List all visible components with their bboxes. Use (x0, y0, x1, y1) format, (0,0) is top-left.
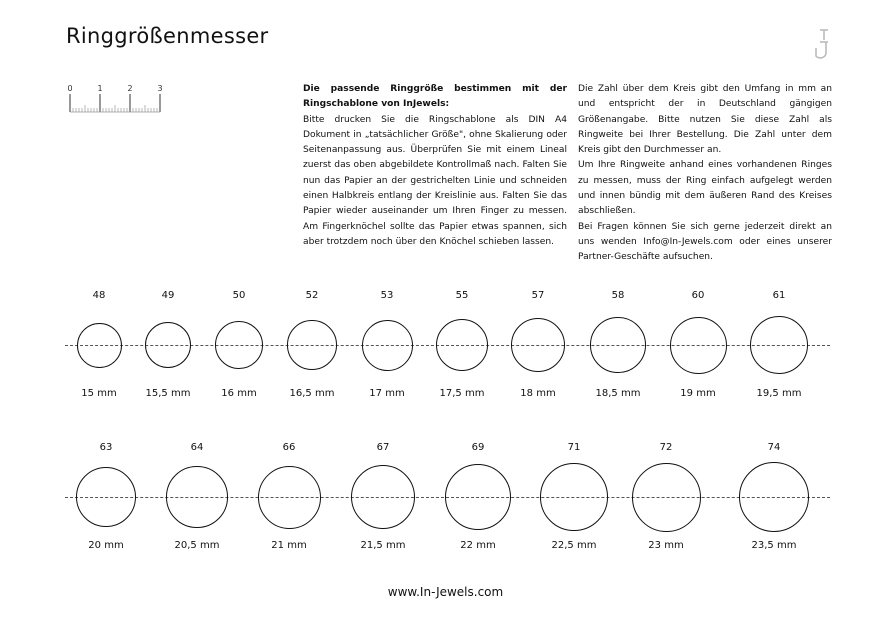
ring-size-label: 60 (691, 290, 705, 301)
ring-circle-72 (631, 462, 701, 532)
instructions-heading: Die passende Ringgröße bestimmen mit der… (303, 84, 567, 110)
ring-size-label: 58 (611, 290, 625, 301)
ring-diameter-label: 17,5 mm (439, 388, 485, 399)
ring-size-label: 61 (772, 290, 786, 301)
info-paragraph: Um Ihre Ringweite anhand eines vorhanden… (578, 160, 832, 217)
ring-circle-49 (144, 321, 192, 369)
page-title: Ringgrößenmesser (66, 24, 269, 48)
ring-size-label: 71 (567, 442, 581, 453)
ruler-label: 1 (97, 84, 102, 93)
ring-circle-50 (215, 321, 263, 369)
ring-circle-52 (287, 320, 337, 370)
injewels-logo (815, 29, 828, 59)
ring-diameter-label: 22,5 mm (551, 540, 597, 551)
ring-circle-53 (361, 319, 413, 371)
ring-circle-64 (166, 466, 228, 528)
ring-circle-61 (749, 315, 809, 375)
ring-size-label: 66 (282, 442, 296, 453)
ring-diameter-label: 15 mm (81, 388, 117, 399)
ring-diameter-label: 20,5 mm (174, 540, 220, 551)
ring-size-label: 72 (659, 442, 673, 453)
ring-diameter-label: 22 mm (460, 540, 496, 551)
ring-size-label: 53 (380, 290, 394, 301)
info-column: Die Zahl über dem Kreis gibt den Umfang … (578, 82, 832, 266)
ring-size-label: 52 (305, 290, 319, 301)
ring-circle-48 (76, 322, 122, 368)
ring-diameter-label: 21,5 mm (360, 540, 406, 551)
ruler-label: 0 (67, 84, 72, 93)
ring-diameter-label: 16 mm (221, 388, 257, 399)
info-paragraph: Die Zahl über dem Kreis gibt den Umfang … (578, 84, 832, 156)
ring-size-label: 74 (767, 442, 781, 453)
ring-circle-55 (435, 318, 489, 372)
info-paragraph: Bei Fragen können Sie sich gerne jederze… (578, 221, 832, 263)
ring-diameter-label: 16,5 mm (289, 388, 335, 399)
ring-diameter-label: 15,5 mm (145, 388, 191, 399)
ring-diameter-label: 18 mm (520, 388, 556, 399)
ring-size-label: 67 (376, 442, 390, 453)
ring-circle-67 (350, 464, 416, 530)
ring-size-label: 49 (161, 290, 175, 301)
ring-size-label: 64 (190, 442, 204, 453)
ring-size-label: 50 (232, 290, 246, 301)
ring-diameter-label: 21 mm (271, 540, 307, 551)
ring-circle-71 (540, 463, 608, 531)
ring-diameter-label: 19 mm (680, 388, 716, 399)
ring-diameter-label: 18,5 mm (595, 388, 641, 399)
instructions-column: Die passende Ringgröße bestimmen mit der… (303, 82, 567, 250)
ring-circle-69 (445, 464, 511, 530)
ring-circle-63 (76, 467, 136, 527)
ring-diameter-label: 23 mm (648, 540, 684, 551)
instructions-text: Bitte drucken Sie die Ringschablone als … (303, 114, 567, 247)
ring-size-label: 55 (455, 290, 469, 301)
ring-circle-58 (590, 317, 646, 373)
control-ruler: 0 1 2 3 (67, 84, 163, 113)
ruler-label: 3 (157, 84, 162, 93)
ring-size-label: 69 (471, 442, 485, 453)
ring-diameter-label: 23,5 mm (751, 540, 797, 551)
ring-diameter-label: 17 mm (369, 388, 405, 399)
ring-size-label: 57 (531, 290, 545, 301)
ring-circle-57 (511, 318, 565, 372)
ring-diameter-label: 20 mm (88, 540, 124, 551)
ruler-label: 2 (127, 84, 132, 93)
ring-circle-66 (257, 465, 321, 529)
ring-circle-74 (738, 461, 810, 533)
ring-size-label: 48 (92, 290, 106, 301)
footer-website[interactable]: www.In-Jewels.com (387, 585, 504, 599)
ring-diameter-label: 19,5 mm (756, 388, 802, 399)
ring-circle-60 (669, 316, 727, 374)
ring-size-label: 63 (99, 442, 113, 453)
